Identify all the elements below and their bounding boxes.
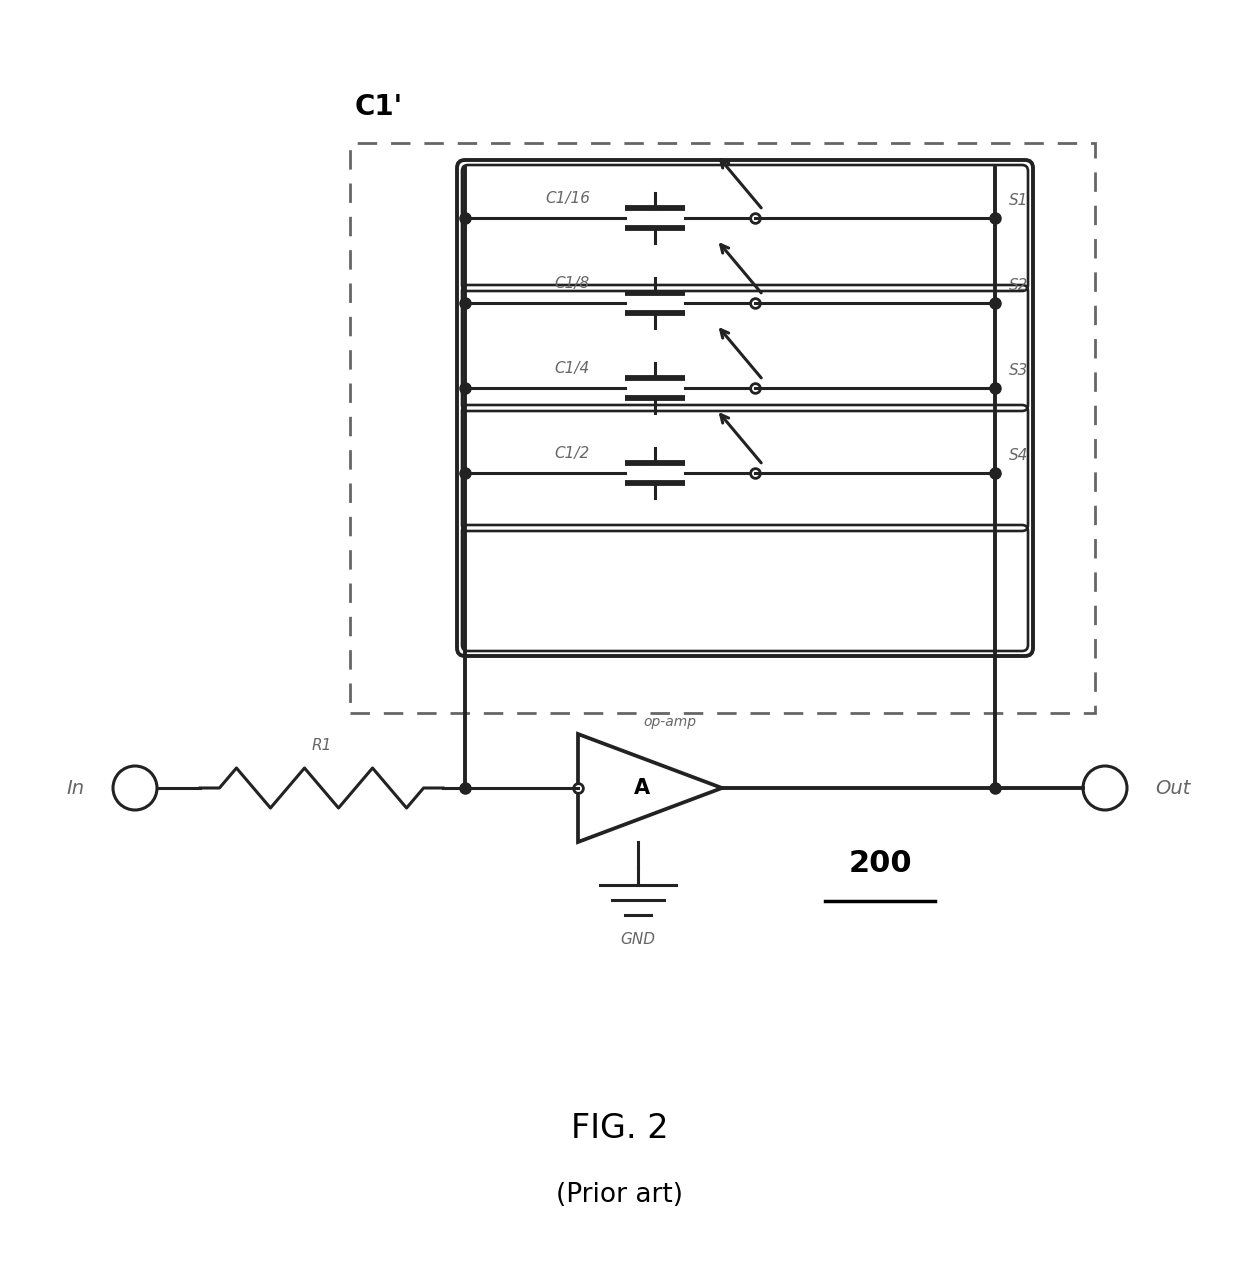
Text: C1/4: C1/4 <box>554 362 590 376</box>
Text: C1/2: C1/2 <box>554 446 590 461</box>
Text: FIG. 2: FIG. 2 <box>572 1111 668 1144</box>
Text: R1: R1 <box>311 738 331 754</box>
Text: (Prior art): (Prior art) <box>557 1183 683 1208</box>
Text: C1/8: C1/8 <box>554 276 590 292</box>
Text: C1/16: C1/16 <box>546 191 590 206</box>
Text: In: In <box>67 779 86 797</box>
Text: A: A <box>634 778 650 798</box>
Text: 200: 200 <box>848 849 911 877</box>
Text: GND: GND <box>620 932 656 947</box>
Text: S4: S4 <box>1009 448 1028 463</box>
Text: op-amp: op-amp <box>644 715 697 729</box>
Text: S2: S2 <box>1009 278 1028 293</box>
Text: C1': C1' <box>355 93 403 121</box>
Text: S1: S1 <box>1009 193 1028 207</box>
Text: S3: S3 <box>1009 363 1028 378</box>
Text: Out: Out <box>1154 779 1190 797</box>
